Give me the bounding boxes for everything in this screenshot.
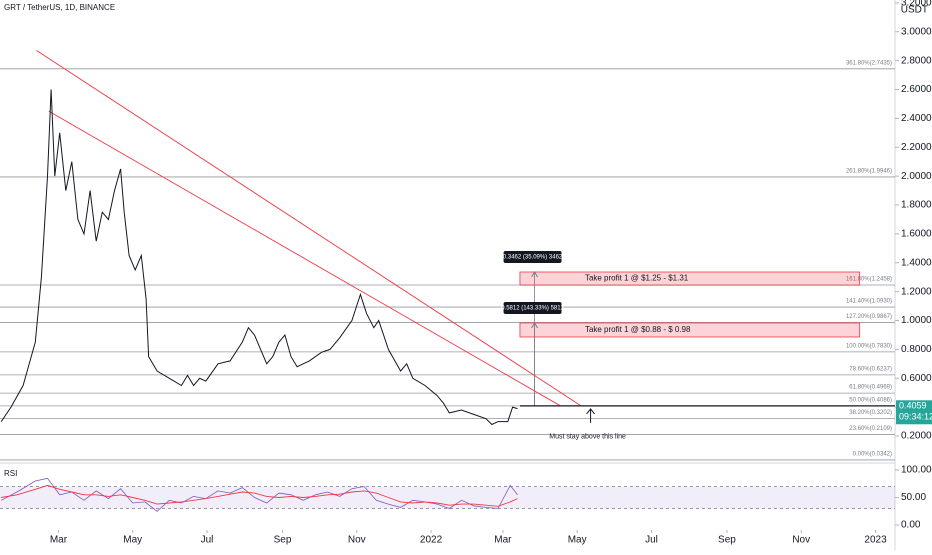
- x-tick-label: May: [123, 535, 142, 546]
- y-tick-label: 1.0000: [901, 315, 932, 326]
- y-tick-label: 3.0000: [901, 26, 932, 37]
- x-tick-label: 2023: [864, 535, 887, 546]
- y-tick-label: 0.2000: [901, 431, 932, 442]
- unit-label: USDT: [901, 5, 928, 16]
- y-tick-label: 3.2000: [901, 0, 932, 9]
- y-tick-label: 1.2000: [901, 286, 932, 297]
- fib-label: 127.20%(0.9867): [846, 314, 892, 320]
- tp-zone: [519, 322, 861, 338]
- x-tick-label: Jul: [201, 535, 214, 546]
- rsi-tick-label: 50.00: [901, 492, 926, 503]
- x-tick-label: Sep: [718, 535, 736, 546]
- rsi-tick-label: 0.00: [901, 520, 921, 531]
- measure-arrow: [531, 321, 538, 329]
- x-tick-label: Mar: [494, 535, 512, 546]
- measure-arrow: [531, 271, 538, 278]
- y-tick-label: 0.6000: [901, 373, 932, 384]
- y-tick-label: 2.6000: [901, 84, 932, 95]
- x-tick-label: 2022: [420, 535, 443, 546]
- tp-zone: [519, 271, 861, 286]
- x-tick-label: Jul: [645, 535, 658, 546]
- y-tick-label: 2.2000: [901, 142, 932, 153]
- measure-label: 0.5812 (143.33%) 5812: [501, 306, 564, 312]
- y-tick-label: 2.4000: [901, 113, 932, 124]
- y-tick-label: 1.8000: [901, 200, 932, 211]
- fib-label: 23.60%(0.2109): [849, 426, 892, 432]
- y-tick-label: 2.0000: [901, 171, 932, 182]
- rsi-tick-label: 100.00: [901, 465, 932, 476]
- rsi-line: [1, 477, 518, 512]
- fib-label: 161.80%(1.2458): [846, 277, 892, 283]
- fib-label: 361.80%(2.7435): [846, 60, 892, 66]
- tp-label: Take profit 1 @ $0.88 - $ 0.98: [585, 325, 691, 334]
- note-arrow-head: [586, 408, 595, 415]
- measure-box: [503, 251, 562, 264]
- note-label: Must stay above this line: [549, 434, 626, 441]
- measure-box: [503, 301, 562, 314]
- fib-label: 61.80%(0.4969): [849, 385, 892, 391]
- fib-label: 141.40%(1.0930): [846, 299, 892, 305]
- y-tick-label: 2.8000: [901, 55, 932, 66]
- rsi-label: RSI: [4, 469, 17, 478]
- y-tick-label: 1.6000: [901, 229, 932, 240]
- last-price-box: [896, 400, 932, 425]
- chart-title: GRT / TetherUS, 1D, BINANCE: [4, 3, 115, 12]
- measure-label: 0.3462 (35.09%) 3462: [503, 255, 563, 261]
- x-tick-label: May: [568, 535, 587, 546]
- fib-label: 261.80%(1.9946): [846, 168, 892, 174]
- fib-label: 100.00%(0.7830): [846, 343, 892, 349]
- x-tick-label: Mar: [50, 535, 68, 546]
- x-tick-label: Sep: [274, 535, 292, 546]
- last-price-label: 0.4059: [899, 401, 927, 411]
- x-tick-label: Nov: [348, 535, 366, 546]
- y-tick-label: 0.8000: [901, 344, 932, 355]
- countdown-label: 09:34:12: [899, 412, 932, 422]
- trendline: [48, 110, 561, 407]
- trendline: [36, 50, 582, 407]
- fib-label: 78.60%(0.6237): [849, 366, 892, 372]
- y-tick-label: 1.4000: [901, 257, 932, 268]
- fib-label: 0.00%(0.0342): [853, 452, 892, 458]
- fib-label: 50.00%(0.4086): [849, 397, 892, 403]
- tp-label: Take profit 1 @ $1.25 - $1.31: [585, 274, 689, 283]
- fib-label: 38.20%(0.3202): [849, 410, 892, 416]
- price-line: [0, 89, 518, 426]
- rsi-ma-line: [1, 484, 518, 507]
- x-tick-label: Nov: [792, 535, 810, 546]
